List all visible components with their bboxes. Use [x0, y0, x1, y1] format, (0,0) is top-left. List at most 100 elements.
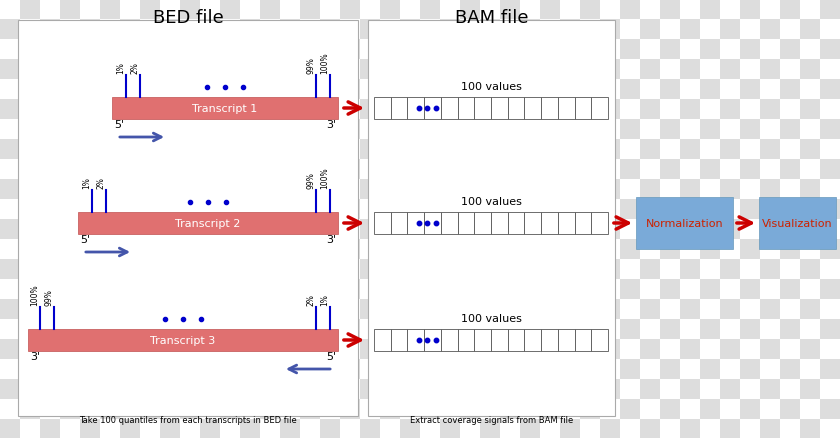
Bar — [820, 319, 840, 339]
Bar — [480, 379, 500, 399]
Bar — [360, 60, 380, 80]
Bar — [120, 20, 140, 40]
Bar — [120, 419, 140, 438]
Bar — [300, 379, 320, 399]
Bar — [100, 40, 120, 60]
Bar — [340, 299, 360, 319]
Bar — [60, 159, 80, 180]
Bar — [400, 120, 420, 140]
Bar — [420, 0, 440, 20]
Bar — [600, 0, 620, 20]
Bar — [60, 180, 80, 200]
Bar — [380, 180, 400, 200]
Bar — [420, 20, 440, 40]
Bar — [558, 329, 575, 351]
Bar — [660, 299, 680, 319]
Bar — [407, 212, 424, 234]
Bar — [640, 379, 660, 399]
Bar — [200, 120, 220, 140]
Bar — [580, 180, 600, 200]
Bar — [540, 40, 560, 60]
Bar — [374, 329, 391, 351]
Bar — [360, 259, 380, 279]
Bar — [520, 120, 540, 140]
Bar — [580, 60, 600, 80]
Bar — [180, 219, 200, 240]
Bar — [580, 379, 600, 399]
Bar — [20, 80, 40, 100]
Bar — [440, 120, 460, 140]
Bar — [680, 339, 700, 359]
Bar — [440, 100, 460, 120]
Bar — [300, 240, 320, 259]
Bar — [320, 40, 340, 60]
Bar — [500, 0, 520, 20]
Bar — [320, 0, 340, 20]
Bar — [560, 399, 580, 419]
Bar — [600, 200, 620, 219]
Bar — [240, 259, 260, 279]
Bar — [680, 419, 700, 438]
Bar — [507, 212, 524, 234]
Bar — [420, 40, 440, 60]
Bar — [480, 120, 500, 140]
Bar — [280, 40, 300, 60]
Bar — [540, 299, 560, 319]
Bar — [480, 159, 500, 180]
Bar — [300, 399, 320, 419]
Bar — [80, 299, 100, 319]
Bar — [640, 339, 660, 359]
Bar — [180, 319, 200, 339]
Bar — [591, 329, 608, 351]
Bar — [380, 0, 400, 20]
Bar — [720, 140, 740, 159]
Bar — [140, 240, 160, 259]
Bar — [460, 399, 480, 419]
Bar — [180, 140, 200, 159]
Bar — [760, 419, 780, 438]
Bar — [0, 419, 20, 438]
Bar — [600, 40, 620, 60]
Bar — [240, 140, 260, 159]
Bar — [780, 20, 800, 40]
Bar — [200, 299, 220, 319]
Bar — [720, 219, 740, 240]
Bar — [480, 279, 500, 299]
Bar — [640, 399, 660, 419]
Bar — [440, 140, 460, 159]
Bar — [507, 98, 524, 120]
Bar — [160, 299, 180, 319]
Bar — [320, 339, 340, 359]
Bar — [400, 80, 420, 100]
Bar — [780, 40, 800, 60]
Bar — [100, 60, 120, 80]
Bar — [180, 279, 200, 299]
Bar — [260, 100, 280, 120]
Bar — [360, 299, 380, 319]
Bar — [300, 259, 320, 279]
Bar — [440, 359, 460, 379]
Bar — [240, 359, 260, 379]
Bar — [40, 419, 60, 438]
Bar — [580, 259, 600, 279]
Bar — [800, 120, 820, 140]
Bar — [760, 60, 780, 80]
Bar — [340, 140, 360, 159]
Bar — [320, 120, 340, 140]
Bar — [120, 399, 140, 419]
Bar — [240, 200, 260, 219]
Bar — [120, 180, 140, 200]
Bar — [600, 299, 620, 319]
Bar — [660, 60, 680, 80]
Bar — [420, 159, 440, 180]
Bar — [440, 299, 460, 319]
Bar — [524, 98, 541, 120]
Bar — [740, 100, 760, 120]
Bar — [380, 279, 400, 299]
Bar — [200, 0, 220, 20]
Bar — [200, 80, 220, 100]
Bar — [240, 120, 260, 140]
Bar — [507, 329, 524, 351]
Bar — [160, 399, 180, 419]
Bar — [520, 159, 540, 180]
